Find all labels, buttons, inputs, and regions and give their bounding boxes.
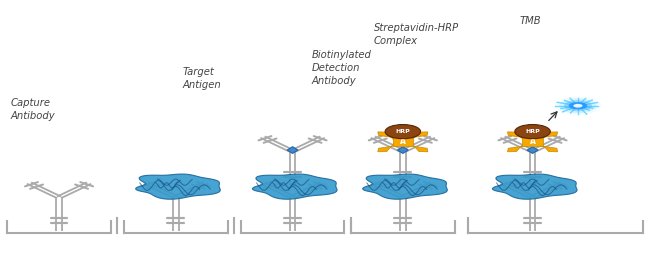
Polygon shape	[287, 147, 298, 153]
Circle shape	[385, 125, 421, 139]
Polygon shape	[531, 132, 558, 142]
Polygon shape	[397, 147, 408, 153]
Text: A: A	[400, 137, 406, 146]
FancyBboxPatch shape	[393, 138, 413, 146]
Polygon shape	[531, 141, 558, 152]
Text: A: A	[530, 137, 536, 146]
Polygon shape	[378, 141, 404, 152]
Circle shape	[573, 104, 582, 108]
Text: Streptavidin-HRP
Complex: Streptavidin-HRP Complex	[374, 23, 459, 46]
Polygon shape	[136, 174, 220, 199]
Polygon shape	[401, 141, 428, 152]
Text: Capture
Antibody: Capture Antibody	[10, 98, 55, 121]
Text: HRP: HRP	[525, 129, 540, 134]
Circle shape	[554, 96, 601, 115]
Polygon shape	[252, 174, 337, 199]
Polygon shape	[401, 132, 428, 142]
Text: Target
Antigen: Target Antigen	[182, 67, 221, 90]
Text: Biotinylated
Detection
Antibody: Biotinylated Detection Antibody	[312, 50, 372, 86]
Text: TMB: TMB	[519, 16, 541, 26]
Polygon shape	[508, 141, 534, 152]
Polygon shape	[378, 132, 404, 142]
Polygon shape	[527, 147, 538, 153]
Circle shape	[564, 100, 592, 111]
Circle shape	[559, 98, 597, 113]
FancyBboxPatch shape	[523, 138, 543, 146]
Polygon shape	[508, 132, 534, 142]
Polygon shape	[363, 174, 447, 199]
Circle shape	[569, 102, 588, 109]
Text: HRP: HRP	[395, 129, 410, 134]
Polygon shape	[492, 174, 577, 199]
Circle shape	[515, 125, 551, 139]
